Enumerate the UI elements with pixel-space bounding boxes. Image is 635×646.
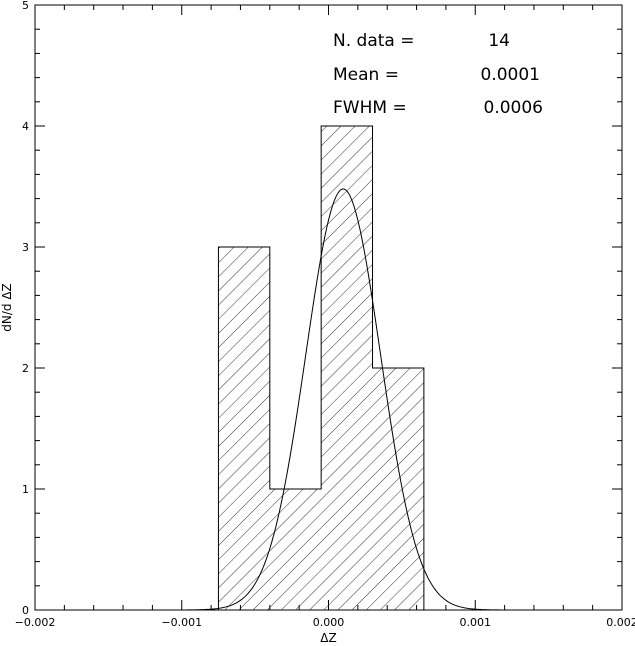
histogram-bin-3 bbox=[321, 126, 373, 610]
y-tick-label: 4 bbox=[22, 120, 29, 133]
histogram-bin-1 bbox=[218, 247, 270, 610]
annotation-label: Mean = bbox=[333, 65, 399, 85]
annotation-value: 0.0001 bbox=[481, 65, 540, 85]
y-tick-label: 1 bbox=[22, 483, 29, 496]
annotation-label: N. data = bbox=[333, 31, 414, 51]
x-tick-label: 0.002 bbox=[606, 616, 635, 629]
y-tick-label: 5 bbox=[22, 0, 29, 12]
x-axis-label: ΔZ bbox=[320, 631, 336, 645]
annotation-value: 14 bbox=[488, 31, 510, 51]
x-tick-label: −0.002 bbox=[15, 616, 56, 629]
y-tick-label: 2 bbox=[22, 362, 29, 375]
y-axis-label: dN/d ΔZ bbox=[0, 283, 14, 332]
histogram-outline bbox=[217, 125, 425, 610]
annotation-value: 0.0006 bbox=[484, 98, 543, 118]
x-tick-label: −0.001 bbox=[161, 616, 202, 629]
x-tick-label: 0.000 bbox=[313, 616, 345, 629]
histogram-bin-4 bbox=[372, 368, 424, 610]
histogram-bin-2 bbox=[269, 489, 322, 610]
x-tick-label: 0.001 bbox=[460, 616, 492, 629]
annotation-label: FWHM = bbox=[333, 98, 407, 118]
y-tick-label: 3 bbox=[22, 241, 29, 254]
y-tick-label: 0 bbox=[22, 604, 29, 617]
